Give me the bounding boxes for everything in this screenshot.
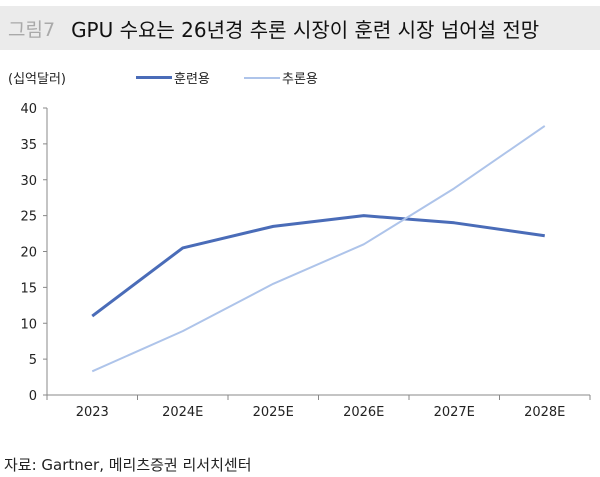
y-tick-label: 0 xyxy=(29,389,37,404)
chart-title: GPU 수요는 26년경 추론 시장이 훈련 시장 넘어설 전망 xyxy=(71,17,540,42)
x-tick-label: 2026E xyxy=(343,405,384,420)
figure-header: 그림7 GPU 수요는 26년경 추론 시장이 훈련 시장 넘어설 전망 xyxy=(0,6,600,50)
x-tick-label: 2025E xyxy=(253,405,294,420)
y-tick-label: 20 xyxy=(20,246,37,261)
y-tick-label: 15 xyxy=(20,281,37,296)
x-tick-label: 2023 xyxy=(76,405,109,420)
x-tick-label: 2028E xyxy=(524,405,565,420)
legend-item-training: 훈련용 xyxy=(136,68,210,87)
x-tick-label: 2024E xyxy=(162,405,203,420)
y-tick-label: 10 xyxy=(20,317,37,332)
series-line-inference xyxy=(91,125,546,373)
y-tick-label: 35 xyxy=(20,138,37,153)
legend-label: 추론용 xyxy=(282,72,318,87)
y-tick-label: 40 xyxy=(20,102,37,117)
series-line-training xyxy=(91,214,545,318)
y-tick-label: 25 xyxy=(20,210,37,225)
legend-item-inference: 추론용 xyxy=(244,68,318,87)
y-tick-label: 30 xyxy=(20,174,37,189)
legend-label: 훈련용 xyxy=(174,72,210,87)
y-axis-unit: (십억달러) xyxy=(8,72,66,87)
source-note: 자료: Gartner, 메리츠증권 리서치센터 xyxy=(4,456,252,474)
y-tick-label: 5 xyxy=(29,353,37,368)
figure-label: 그림7 xyxy=(8,18,56,41)
legend-swatch xyxy=(136,76,172,79)
x-tick-label: 2027E xyxy=(434,405,475,420)
legend-swatch xyxy=(244,76,280,79)
